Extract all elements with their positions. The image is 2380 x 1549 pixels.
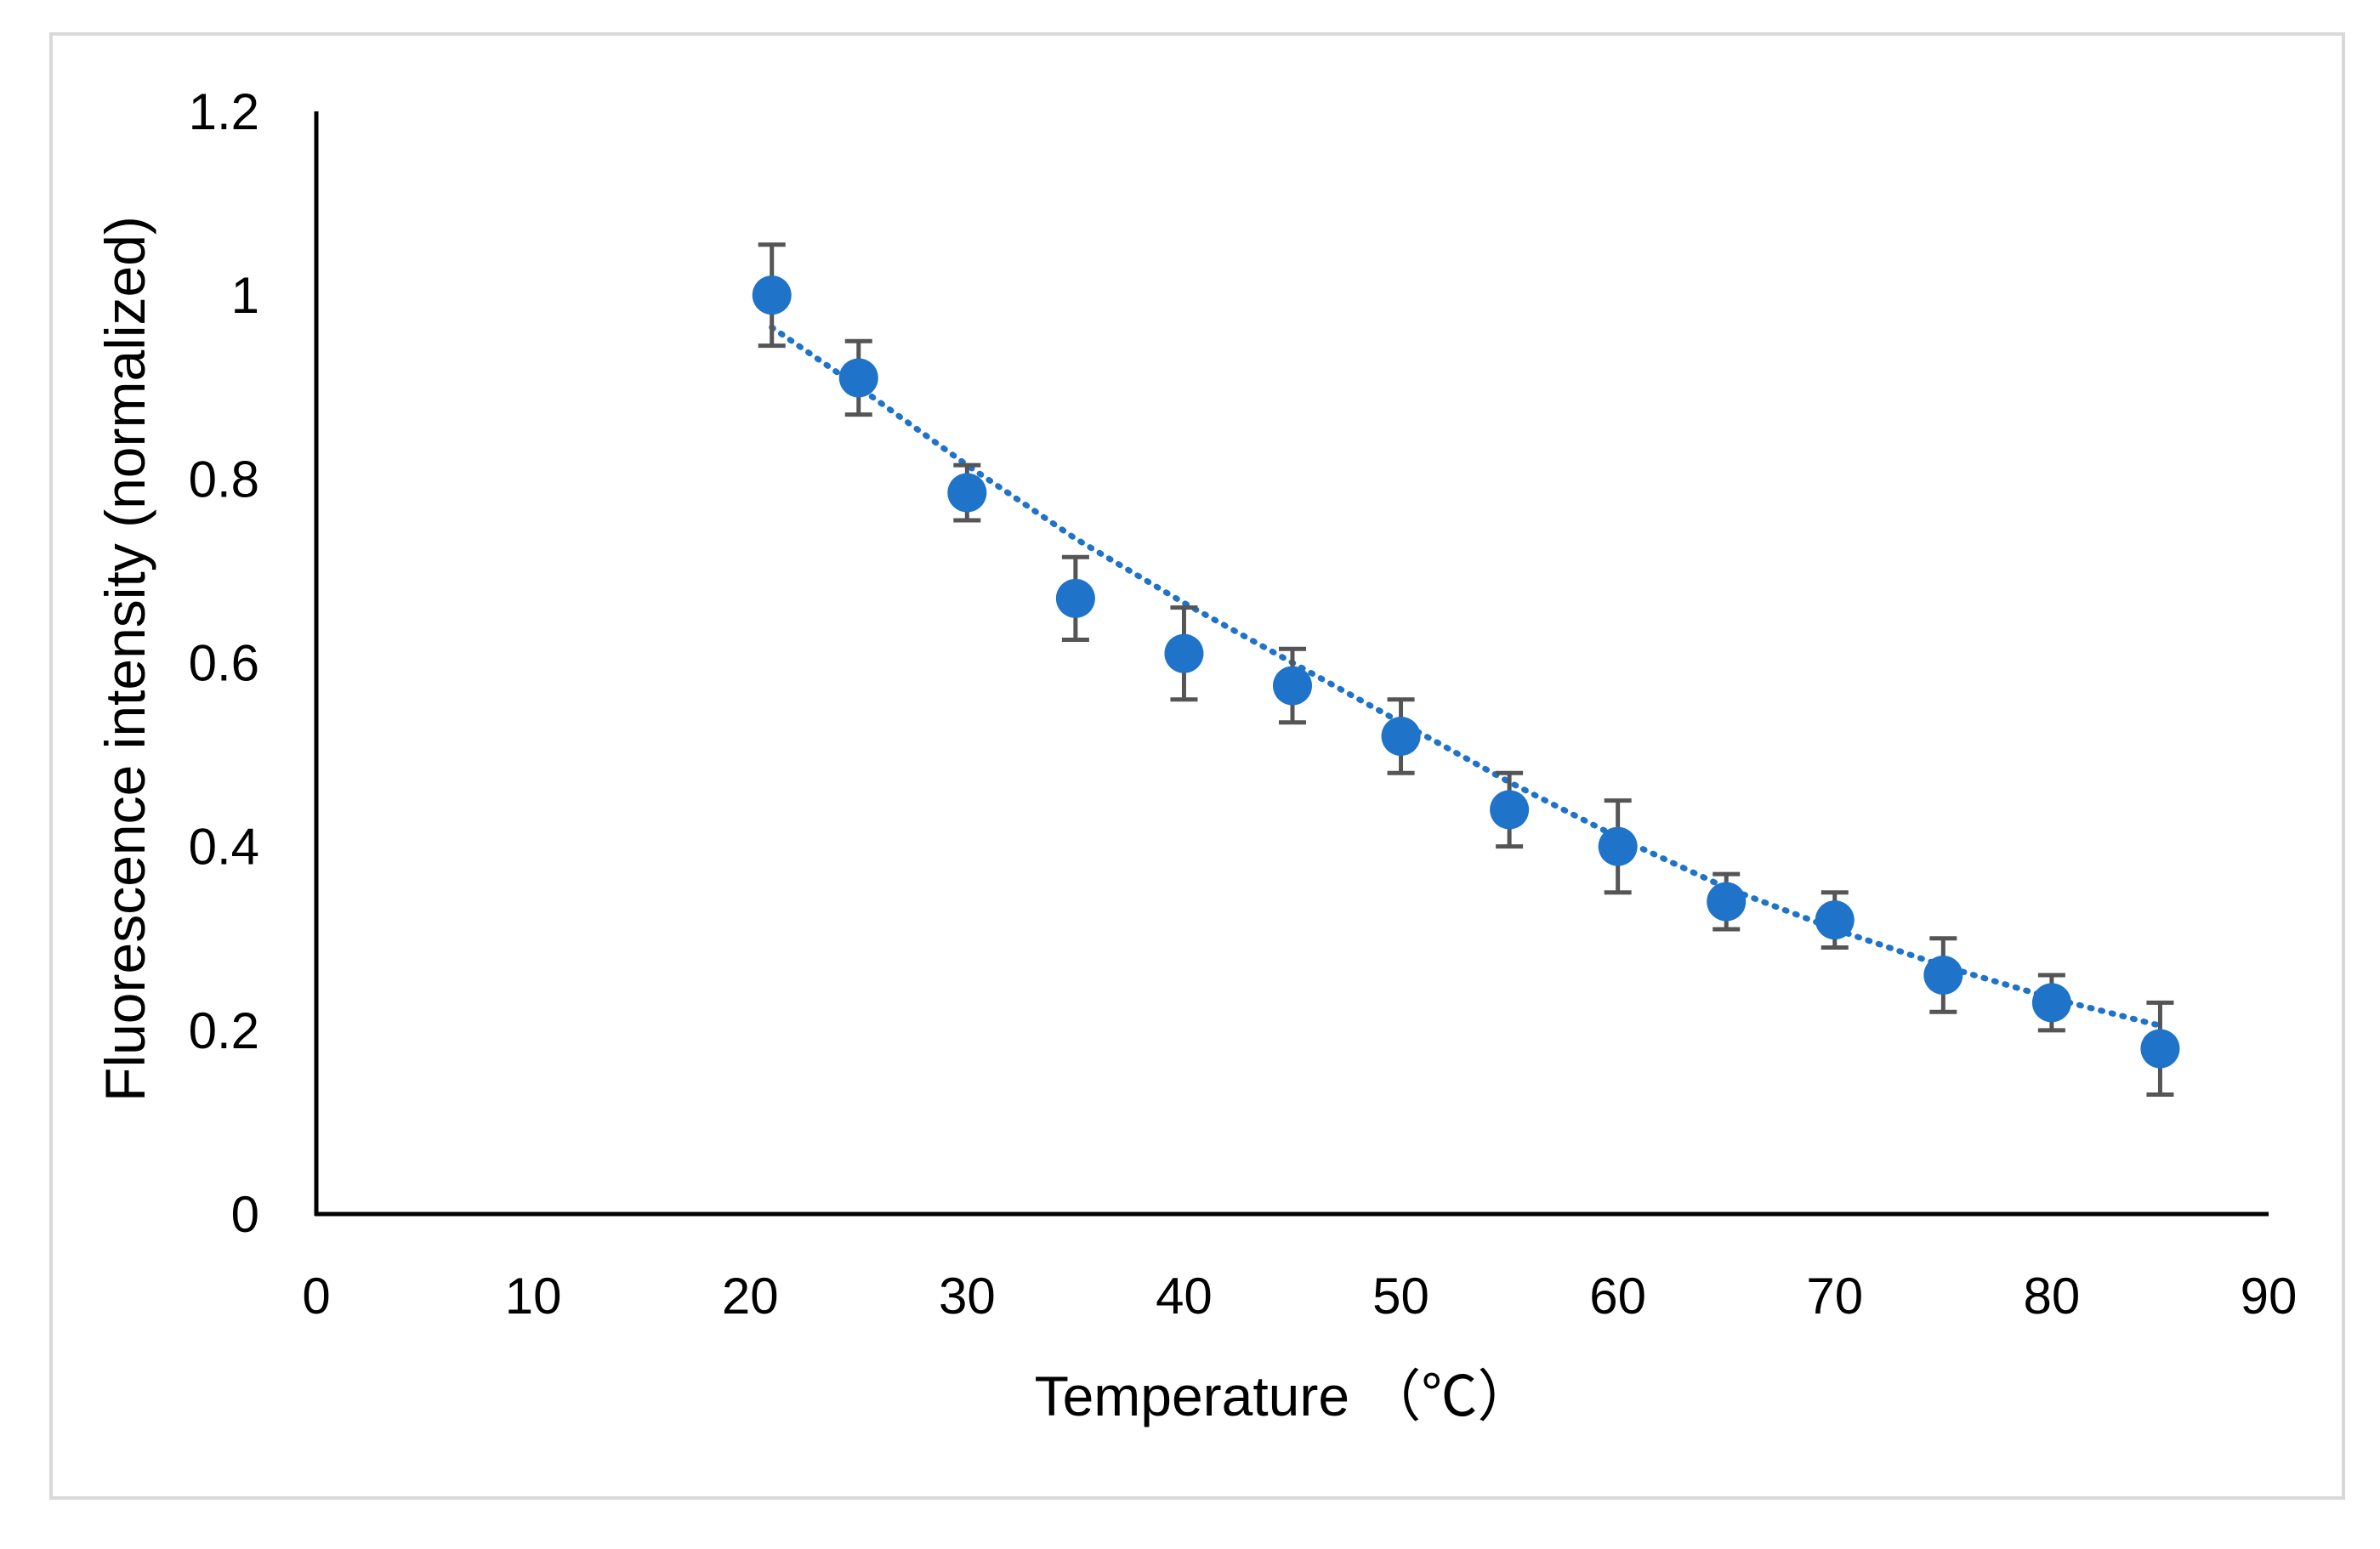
trendline-layer — [769, 324, 2163, 1029]
data-point — [1273, 666, 1312, 706]
y-axis-title: Fluorescence intensity (normalized) — [94, 216, 156, 1102]
data-point — [752, 275, 792, 315]
data-point — [1598, 826, 1638, 866]
y-tick-label: 1.2 — [189, 83, 259, 140]
x-tick-label: 50 — [1372, 1268, 1429, 1325]
x-tick-label: 20 — [722, 1268, 779, 1325]
axis-layer — [314, 111, 2269, 1217]
y-tick-label: 0.8 — [189, 451, 259, 508]
data-point — [1164, 633, 1204, 673]
data-point — [1815, 900, 1855, 940]
data-point — [1055, 578, 1095, 618]
y-tick-label: 0 — [231, 1186, 259, 1243]
y-tick-label: 1 — [231, 267, 259, 324]
y-tick-label: 0.6 — [189, 635, 259, 692]
x-tick-label: 0 — [302, 1268, 330, 1325]
x-tick-label: 30 — [939, 1268, 996, 1325]
y-tick-label: 0.2 — [189, 1002, 259, 1059]
data-point — [947, 473, 987, 513]
x-tick-label: 80 — [2024, 1268, 2081, 1325]
x-tick-label: 10 — [505, 1268, 562, 1325]
data-point — [1707, 882, 1747, 922]
error-bar-layer — [758, 242, 2174, 1097]
x-tick-label-layer: 0 10 20 30 40 50 60 70 80 90 — [302, 1268, 2297, 1325]
data-point — [1490, 790, 1530, 830]
data-point — [2140, 1029, 2180, 1069]
x-tick-label: 60 — [1589, 1268, 1646, 1325]
x-tick-label: 70 — [1806, 1268, 1863, 1325]
marker-layer — [752, 275, 2180, 1069]
y-tick-label-layer: 0 0.2 0.4 0.6 0.8 1 1.2 — [189, 83, 259, 1243]
data-point — [1381, 716, 1421, 756]
x-tick-label: 90 — [2241, 1268, 2298, 1325]
data-point — [2031, 983, 2071, 1023]
data-point — [838, 358, 878, 398]
trendline — [769, 324, 2163, 1029]
x-tick-label: 40 — [1156, 1268, 1213, 1325]
chart-frame — [49, 32, 2345, 1500]
x-axis-title: Temperature （℃） — [1035, 1365, 1534, 1427]
data-point — [1923, 955, 1963, 995]
y-tick-label: 0.4 — [189, 819, 259, 876]
